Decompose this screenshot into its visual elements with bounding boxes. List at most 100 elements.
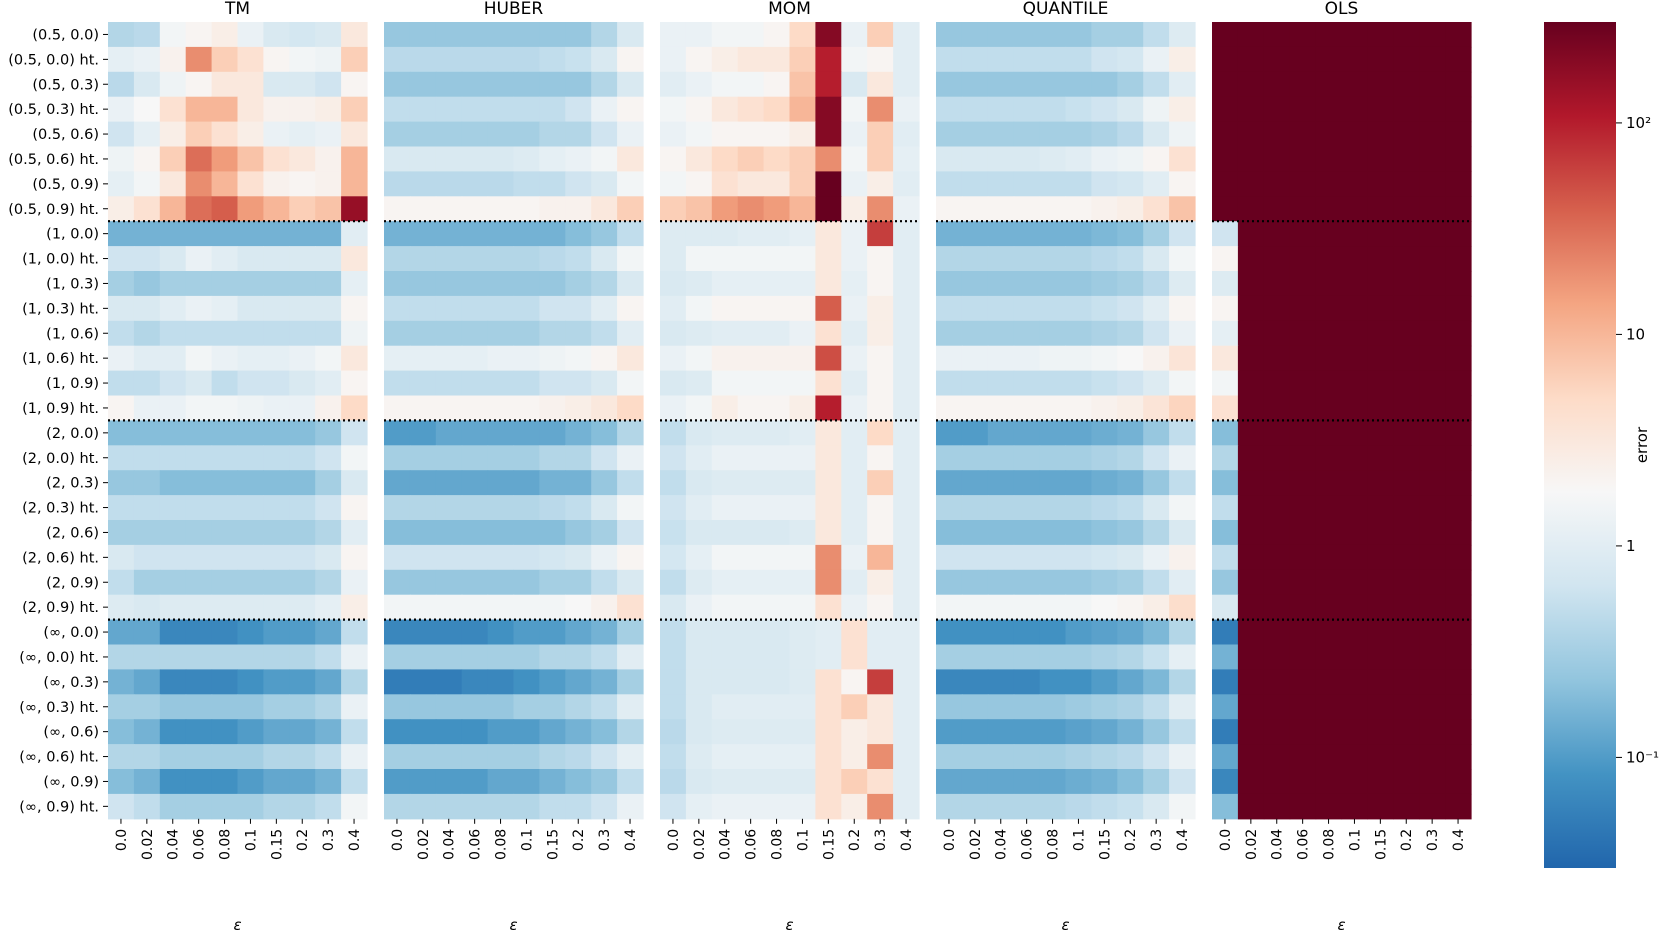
heatmap-cell (737, 594, 765, 621)
heatmap-cell (1237, 196, 1265, 222)
heatmap-cell (1341, 395, 1368, 421)
colorbar-tick-label: 10² (1626, 114, 1651, 132)
heatmap-cell (1013, 644, 1041, 670)
heatmap-cell (1237, 769, 1265, 795)
heatmap-cell (1341, 96, 1368, 123)
heatmap-cell (1445, 694, 1472, 720)
heatmap-cell (591, 46, 618, 73)
heatmap-cell (263, 793, 290, 820)
heatmap-cell (565, 694, 592, 720)
heatmap-cell (737, 744, 765, 770)
row-label: (∞, 0.6) ht. (19, 750, 99, 766)
heatmap-cell (1117, 71, 1144, 98)
heatmap-cell (1393, 694, 1420, 720)
heatmap-cell (159, 221, 187, 247)
heatmap-cell (1419, 669, 1446, 695)
heatmap-cell (1065, 96, 1092, 123)
heatmap-cell (487, 395, 515, 421)
heatmap-cell (185, 271, 213, 297)
heatmap-cell (159, 196, 187, 222)
heatmap-cell (539, 271, 566, 297)
heatmap-cell (1237, 71, 1265, 98)
heatmap-cell (289, 370, 316, 397)
heatmap-cell (315, 171, 342, 197)
heatmap-cell (617, 445, 644, 471)
heatmap-cell (591, 370, 618, 397)
heatmap-cell (315, 719, 342, 745)
heatmap-cell (685, 345, 713, 372)
heatmap-cell (1143, 221, 1170, 247)
heatmap-cell (893, 146, 920, 172)
heatmap-cell (961, 121, 989, 148)
heatmap-cell (1367, 320, 1394, 347)
heatmap-cell (487, 22, 515, 48)
heatmap-cell (513, 420, 540, 446)
heatmap-cell (841, 271, 868, 297)
heatmap-cell (711, 295, 739, 322)
heatmap-cell (185, 544, 213, 571)
heatmap-cell (409, 121, 437, 148)
heatmap-cell (737, 121, 765, 148)
x-tick-label: 0.0 (666, 829, 682, 851)
heatmap-cell (409, 420, 437, 446)
row-label: (1, 0.9) ht. (22, 401, 99, 417)
heatmap-cell (617, 395, 644, 421)
heatmap-cell (591, 295, 618, 322)
x-tick-label: 0.3 (1425, 829, 1441, 851)
heatmap-cell (1315, 295, 1343, 322)
heatmap-cell (1315, 420, 1343, 446)
row-label: (2, 0.3) (46, 476, 99, 492)
row-label: (2, 0.9) (46, 575, 99, 591)
heatmap-cell (1212, 320, 1239, 347)
heatmap-cell (263, 669, 290, 695)
heatmap-cell (815, 445, 842, 471)
heatmap-cell (1315, 96, 1343, 123)
heatmap-cell (539, 146, 566, 172)
heatmap-cell (1143, 96, 1170, 123)
heatmap-cell (1341, 694, 1368, 720)
heatmap-cell (435, 271, 463, 297)
heatmap-cell (539, 793, 566, 820)
heatmap-cell (591, 594, 618, 621)
heatmap-cell (565, 320, 592, 347)
heatmap-cell (711, 395, 739, 421)
heatmap-cell (841, 470, 868, 496)
heatmap-cell (409, 495, 437, 521)
heatmap-cell (841, 46, 868, 73)
heatmap-cell (1013, 246, 1041, 272)
heatmap-cell (815, 669, 842, 695)
heatmap-cell (211, 544, 239, 571)
heatmap-cell (1013, 96, 1041, 123)
heatmap-cell (409, 246, 437, 272)
heatmap-cell (1263, 744, 1291, 770)
heatmap-cell (867, 22, 894, 48)
heatmap-cell (315, 470, 342, 496)
x-tick-label: 0.15 (1373, 829, 1389, 860)
x-tick-label: 0.2 (847, 829, 863, 851)
heatmap-cell (384, 619, 411, 646)
heatmap-cell (159, 121, 187, 148)
heatmap-cell (1169, 46, 1196, 73)
heatmap-cell (185, 694, 213, 720)
heatmap-cell (1393, 719, 1420, 745)
heatmap-cell (1091, 445, 1118, 471)
heatmap-cell (867, 669, 894, 695)
heatmap-cell (591, 22, 618, 48)
heatmap-cell (1065, 495, 1092, 521)
heatmap-cell (409, 46, 437, 73)
heatmap-cell (435, 395, 463, 421)
heatmap-cell (341, 793, 368, 820)
heatmap-cell (591, 271, 618, 297)
heatmap-cell (1315, 370, 1343, 397)
heatmap-cell (1169, 96, 1196, 123)
heatmap-cell (341, 46, 368, 73)
heatmap-cell (1445, 395, 1472, 421)
heatmap-cell (1367, 22, 1394, 48)
heatmap-cell (1065, 445, 1092, 471)
heatmap-cell (1341, 420, 1368, 446)
heatmap-cell (315, 221, 342, 247)
heatmap-cell (1013, 271, 1041, 297)
heatmap-cell (539, 694, 566, 720)
heatmap-cell (1263, 769, 1291, 795)
heatmap-cell (211, 171, 239, 197)
